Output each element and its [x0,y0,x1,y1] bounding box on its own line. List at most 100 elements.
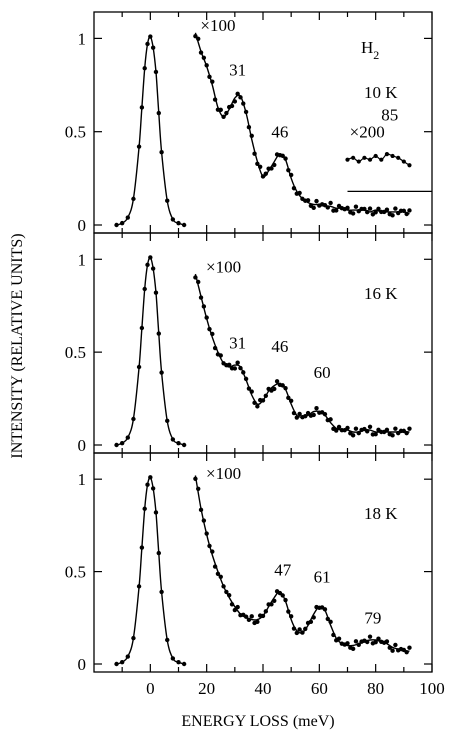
loss-point-x100 [198,507,204,513]
elastic-peak-point [125,435,130,440]
loss-point-x100 [376,206,381,211]
loss-point-x100 [243,109,249,115]
peak-annotation: ×100 [206,464,241,483]
loss-point-x100 [252,400,257,406]
peak-annotation: ×100 [200,16,235,35]
loss-point-x100 [269,166,274,171]
panel-2: 0 0.5 1 ×100 31 46 60 16 K [65,232,433,455]
loss-point-x200 [373,153,378,159]
elastic-peak-point [145,41,150,47]
y-tick-label: 1 [78,29,87,48]
loss-point-x100 [328,417,333,422]
loss-point-x200 [362,155,367,160]
y-tick-label: 0.5 [65,563,86,582]
loss-point-x100 [224,110,229,116]
elastic-peak-point [119,220,125,226]
loss-point-x100 [196,486,201,491]
loss-point-x100 [201,518,207,523]
elastic-peak-fit [116,35,185,226]
loss-point-x100 [325,205,330,210]
loss-point-x100 [193,476,198,482]
elastic-peak-point [181,661,187,667]
loss-point-x100 [303,414,308,419]
elastic-peak-point [145,262,150,268]
peak-annotation: 61 [314,568,331,587]
loss-point-x100 [210,331,215,337]
loss-point-x100 [356,642,361,647]
loss-point-x200 [345,157,350,162]
loss-point-x100 [367,206,373,211]
loss-point-x100 [204,315,209,320]
loss-point-x100 [263,393,269,398]
elastic-peak-point [139,325,145,331]
elastic-peak-point [139,105,145,110]
loss-point-x200 [356,159,361,164]
loss-point-x100 [257,164,263,169]
loss-point-x100 [356,430,361,436]
elastic-peak-point [114,661,119,667]
loss-point-x100 [280,383,285,388]
loss-point-x100 [311,205,316,211]
loss-point-x100 [325,616,330,622]
loss-point-x100 [198,50,204,55]
peak-annotation: 47 [274,560,292,579]
loss-point-x100 [393,642,398,648]
loss-point-x100 [401,208,407,214]
loss-point-x200 [407,163,412,168]
loss-point-x100 [384,639,390,644]
elastic-peak-point [136,144,142,149]
loss-point-x100 [311,412,316,418]
elastic-peak-point [153,510,159,515]
elastic-peak-point [136,584,142,589]
loss-point-x100 [260,398,266,403]
loss-point-x100 [280,593,285,598]
loss-point-x100 [212,97,218,102]
elastic-peak-point [165,637,170,643]
peak-annotation: ×100 [206,257,241,276]
loss-point-x100 [235,604,240,610]
elastic-peak-point [142,506,147,511]
elastic-peak-point [156,110,161,116]
loss-point-x100 [393,206,398,211]
temperature-label: 18 K [364,504,398,523]
loss-point-x100 [198,295,204,300]
x-tick-label: 80 [367,679,384,698]
loss-point-x100 [314,198,319,204]
elastic-peak-point [153,290,159,295]
loss-point-x100 [314,406,319,411]
loss-point-x100 [207,326,212,332]
loss-point-x100 [288,172,294,178]
loss-point-x100 [345,205,350,211]
loss-point-x100 [255,619,260,625]
elastic-peak-point [139,545,145,550]
loss-point-x100 [404,430,409,436]
loss-point-x100 [322,411,328,417]
elastic-peak-point [136,364,142,370]
loss-point-x100 [376,636,381,641]
loss-point-x100 [201,55,207,60]
loss-point-x100 [210,79,215,84]
elastic-peak-point [150,45,156,50]
loss-point-x100 [311,615,316,620]
loss-point-x100 [387,645,392,650]
loss-point-x200 [390,153,395,159]
loss-point-x100 [207,543,212,549]
loss-point-x100 [345,425,350,431]
loss-point-x100 [229,602,235,607]
loss-point-x100 [390,213,395,218]
loss-point-x100 [350,211,356,216]
elastic-peak-point [131,416,136,422]
elastic-peak-point [148,475,153,480]
peak-annotation: 46 [271,122,288,141]
loss-point-x100 [204,63,209,68]
loss-point-x100 [367,634,373,639]
loss-point-x100 [350,646,356,652]
elastic-peak-point [165,418,170,424]
loss-point-x100 [238,365,243,371]
loss-point-x100 [246,125,252,130]
loss-point-x100 [204,531,209,536]
elastic-peak-point [131,635,136,641]
y-tick-label: 1 [78,250,87,269]
loss-point-x100 [308,619,314,625]
